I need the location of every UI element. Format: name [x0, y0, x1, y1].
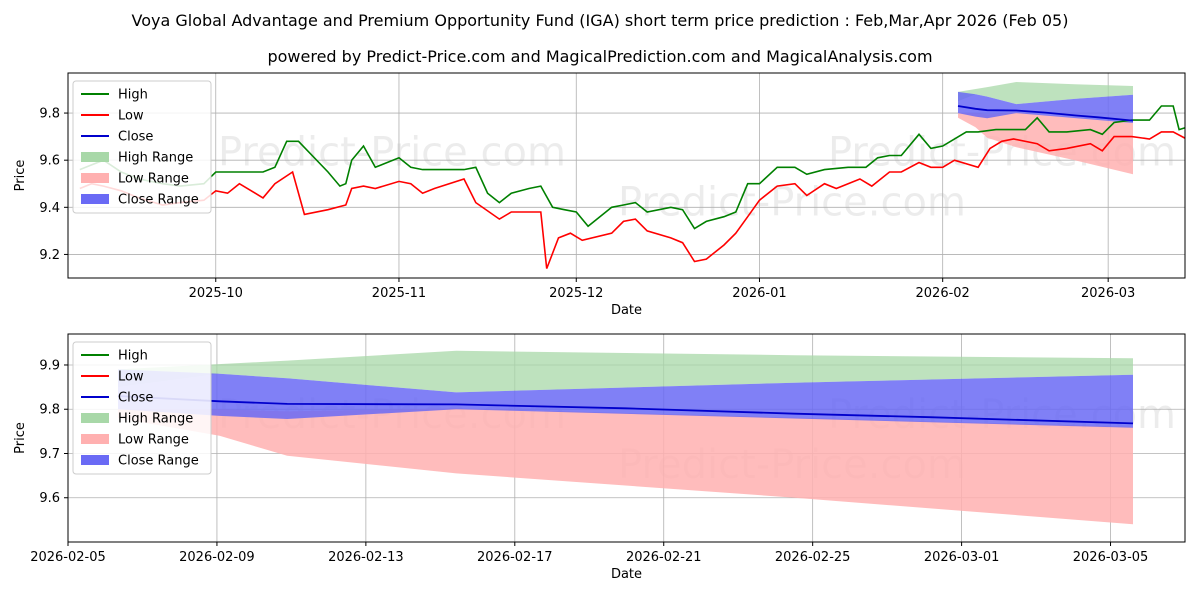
forecast-close-range-band	[118, 369, 1133, 428]
chart-title: Voya Global Advantage and Premium Opport…	[132, 11, 1069, 30]
history-y-tick-label-1: 9.4	[39, 201, 60, 216]
history-plot: Predict-Price.comPredict-Price.comPredic…	[13, 72, 1186, 318]
forecast-y-axis-label: Price	[13, 422, 28, 454]
forecast-legend-label-2: Close	[118, 391, 153, 406]
history-x-axis-label: Date	[611, 303, 642, 318]
forecast-legend-swatch-3	[81, 413, 109, 423]
history-legend-label-2: Close	[118, 130, 153, 145]
forecast-low-range-band	[118, 408, 1133, 525]
forecast-x-tick-label-3: 2026-02-17	[477, 550, 553, 565]
history-plot-area: Predict-Price.comPredict-Price.comPredic…	[68, 73, 1185, 278]
history-legend-label-1: Low	[118, 109, 144, 124]
history-y-tick-label-0: 9.2	[39, 248, 60, 263]
forecast-x-tick-label-6: 2026-03-01	[924, 550, 1000, 565]
forecast-x-tick-label-1: 2026-02-09	[179, 550, 255, 565]
history-low-range-band	[958, 112, 1133, 175]
forecast-y-tick-label-2: 9.8	[39, 403, 60, 418]
history-x-tick-label-4: 2026-02	[916, 286, 970, 301]
forecast-x-tick-label-7: 2026-03-05	[1073, 550, 1149, 565]
history-legend-label-4: Low Range	[118, 172, 189, 187]
forecast-high-range-band	[118, 350, 1133, 393]
forecast-axes-frame	[67, 333, 1186, 543]
forecast-y-tick-label-0: 9.6	[39, 491, 60, 506]
history-x-tick-label-5: 2026-03	[1081, 286, 1135, 301]
history-legend-swatch-3	[81, 152, 109, 162]
forecast-y-tick-label-1: 9.7	[39, 447, 60, 462]
forecast-plot: Predict-Price.comPredict-Price.comPredic…	[13, 333, 1186, 582]
forecast-x-axis-label: Date	[611, 567, 642, 582]
history-low-line	[79, 131, 1185, 269]
forecast-x-tick-label-2: 2026-02-13	[328, 550, 404, 565]
forecast-legend-label-3: High Range	[118, 412, 193, 427]
forecast-plot-area: Predict-Price.comPredict-Price.comPredic…	[68, 334, 1185, 542]
history-legend-label-5: Close Range	[118, 193, 199, 208]
history-legend-label-0: High	[118, 88, 148, 103]
history-close-range-band	[958, 91, 1133, 123]
forecast-close-line	[117, 395, 1134, 425]
chart-subtitle: powered by Predict-Price.com and Magical…	[267, 47, 932, 66]
history-axes-frame	[67, 72, 1186, 279]
history-x-tick-label-0: 2025-10	[189, 286, 243, 301]
forecast-legend-swatch-4	[81, 434, 109, 444]
history-y-axis-label: Price	[13, 160, 28, 192]
history-high-line	[79, 105, 1185, 230]
forecast-legend-label-1: Low	[118, 370, 144, 385]
history-legend-label-3: High Range	[118, 151, 193, 166]
history-high-range-band	[958, 82, 1133, 105]
history-legend-swatch-5	[81, 194, 109, 204]
history-watermark-0: Predict-Price.com	[218, 130, 566, 176]
history-legend-swatch-4	[81, 173, 109, 183]
history-close-line	[957, 105, 1134, 122]
forecast-x-tick-label-4: 2026-02-21	[626, 550, 702, 565]
forecast-legend-label-0: High	[118, 349, 148, 364]
forecast-legend-label-4: Low Range	[118, 433, 189, 448]
forecast-legend-label-5: Close Range	[118, 454, 199, 469]
forecast-y-tick-label-3: 9.9	[39, 358, 60, 373]
forecast-x-tick-label-0: 2026-02-05	[30, 550, 106, 565]
history-watermark-1: Predict-Price.com	[618, 180, 966, 226]
forecast-legend-swatch-5	[81, 455, 109, 465]
history-x-tick-label-3: 2026-01	[732, 286, 786, 301]
forecast-x-tick-label-5: 2026-02-25	[775, 550, 851, 565]
history-y-tick-label-3: 9.8	[39, 107, 60, 122]
history-x-tick-label-2: 2025-12	[549, 286, 603, 301]
history-y-tick-label-2: 9.6	[39, 154, 60, 169]
history-x-tick-label-1: 2025-11	[372, 286, 426, 301]
